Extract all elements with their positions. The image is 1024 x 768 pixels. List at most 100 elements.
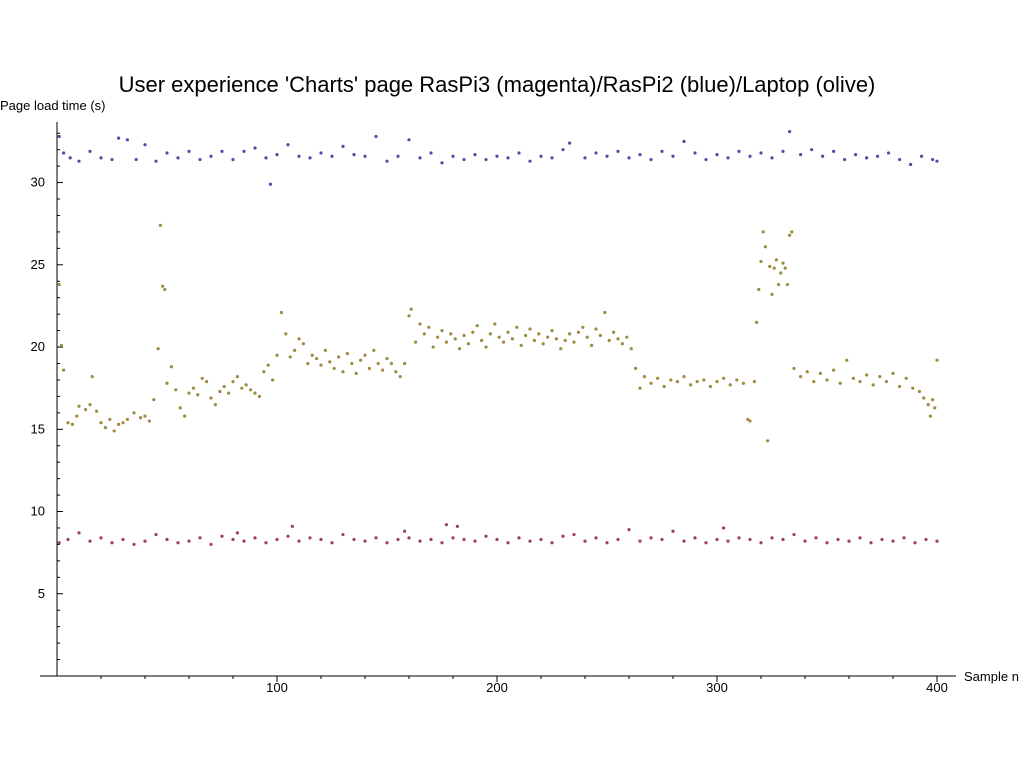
data-point-series-2: [737, 536, 741, 540]
data-point-series-1: [838, 381, 842, 385]
data-point-series-2: [858, 536, 862, 540]
data-point-series-1: [284, 332, 288, 336]
data-point-series-2: [99, 536, 103, 540]
data-point-series-1: [57, 282, 61, 287]
data-point-series-2: [836, 537, 840, 542]
data-point-series-2: [143, 539, 147, 543]
data-point-series-1: [418, 322, 422, 326]
y-axis-label: Page load time (s): [0, 98, 106, 113]
data-point-series-1: [480, 338, 484, 343]
data-point-series-0: [62, 151, 66, 155]
data-point-series-1: [350, 361, 354, 366]
data-point-series-0: [418, 156, 422, 160]
data-point-series-2: [660, 537, 664, 542]
data-point-series-0: [165, 151, 169, 155]
data-point-series-1: [372, 348, 376, 352]
data-point-series-0: [854, 153, 858, 157]
data-point-series-1: [471, 330, 475, 334]
data-point-series-2: [814, 536, 818, 540]
data-point-series-0: [253, 146, 257, 150]
data-point-series-1: [297, 337, 301, 341]
data-point-series-2: [352, 537, 356, 542]
data-point-series-2: [781, 537, 785, 542]
data-point-series-1: [244, 383, 248, 387]
data-point-series-1: [563, 338, 567, 343]
data-point-series-1: [249, 388, 253, 392]
data-point-series-1: [695, 379, 699, 384]
data-point-series-0: [242, 149, 246, 153]
data-point-series-2: [704, 541, 708, 545]
data-point-series-2: [495, 537, 499, 542]
data-point-series-1: [935, 358, 939, 362]
data-point-series-0: [909, 162, 913, 167]
data-point-series-1: [702, 378, 706, 382]
data-point-series-1: [200, 376, 204, 380]
data-point-series-2: [242, 539, 246, 543]
data-point-series-2: [473, 539, 477, 543]
data-point-series-2: [290, 524, 294, 528]
data-point-series-1: [735, 378, 739, 382]
data-point-series-0: [198, 157, 202, 162]
data-point-series-1: [431, 345, 435, 349]
data-point-series-1: [752, 379, 757, 384]
data-point-series-1: [90, 375, 94, 379]
data-point-series-1: [341, 370, 345, 374]
data-point-series-2: [517, 536, 521, 540]
data-point-series-1: [755, 320, 759, 324]
data-point-series-0: [660, 149, 664, 153]
data-point-series-0: [726, 156, 730, 160]
data-point-series-1: [766, 439, 770, 443]
data-point-series-0: [748, 154, 752, 158]
data-point-series-1: [385, 356, 389, 361]
data-point-series-1: [928, 414, 933, 418]
data-point-series-1: [75, 414, 79, 418]
data-point-series-0: [495, 154, 499, 158]
data-point-series-2: [605, 541, 609, 545]
data-point-series-0: [429, 151, 433, 155]
data-point-series-2: [682, 539, 686, 543]
data-point-series-0: [605, 154, 609, 158]
data-point-series-2: [363, 539, 367, 543]
y-tick-label: 10: [31, 504, 45, 519]
x-tick-label: 200: [486, 680, 508, 695]
data-point-series-2: [671, 529, 675, 533]
data-point-series-1: [741, 381, 746, 385]
data-point-series-1: [156, 347, 160, 351]
data-point-series-1: [669, 378, 673, 382]
data-point-series-0: [781, 149, 785, 153]
y-tick-label: 5: [38, 586, 45, 601]
data-point-series-1: [332, 366, 336, 371]
data-point-series-0: [568, 141, 572, 145]
data-point-series-0: [99, 156, 103, 160]
data-point-series-2: [235, 531, 239, 535]
data-point-series-1: [205, 379, 209, 384]
data-point-series-2: [455, 524, 459, 528]
data-point-series-1: [293, 348, 297, 352]
data-point-series-1: [620, 342, 625, 346]
data-point-series-0: [898, 157, 902, 162]
data-point-series-2: [748, 537, 752, 542]
data-point-series-2: [66, 537, 70, 542]
data-point-series-2: [308, 536, 312, 540]
data-point-series-0: [134, 157, 138, 162]
y-tick-label: 20: [31, 339, 45, 354]
data-point-series-1: [603, 310, 607, 315]
data-point-series-1: [581, 325, 585, 329]
data-point-series-2: [403, 529, 407, 533]
data-point-series-1: [427, 325, 431, 329]
x-tick-label: 100: [266, 680, 288, 695]
data-point-series-1: [519, 343, 523, 347]
y-tick-label: 30: [31, 175, 45, 190]
data-point-series-0: [616, 149, 620, 153]
data-point-series-2: [418, 539, 422, 543]
data-point-series-1: [770, 292, 774, 297]
data-point-series-1: [152, 398, 156, 402]
data-point-series-2: [77, 531, 81, 535]
data-point-series-1: [537, 332, 541, 336]
data-point-series-0: [832, 149, 836, 153]
data-point-series-2: [935, 539, 939, 543]
data-point-series-2: [198, 536, 202, 540]
data-point-series-1: [649, 381, 653, 385]
data-point-series-2: [286, 534, 290, 538]
